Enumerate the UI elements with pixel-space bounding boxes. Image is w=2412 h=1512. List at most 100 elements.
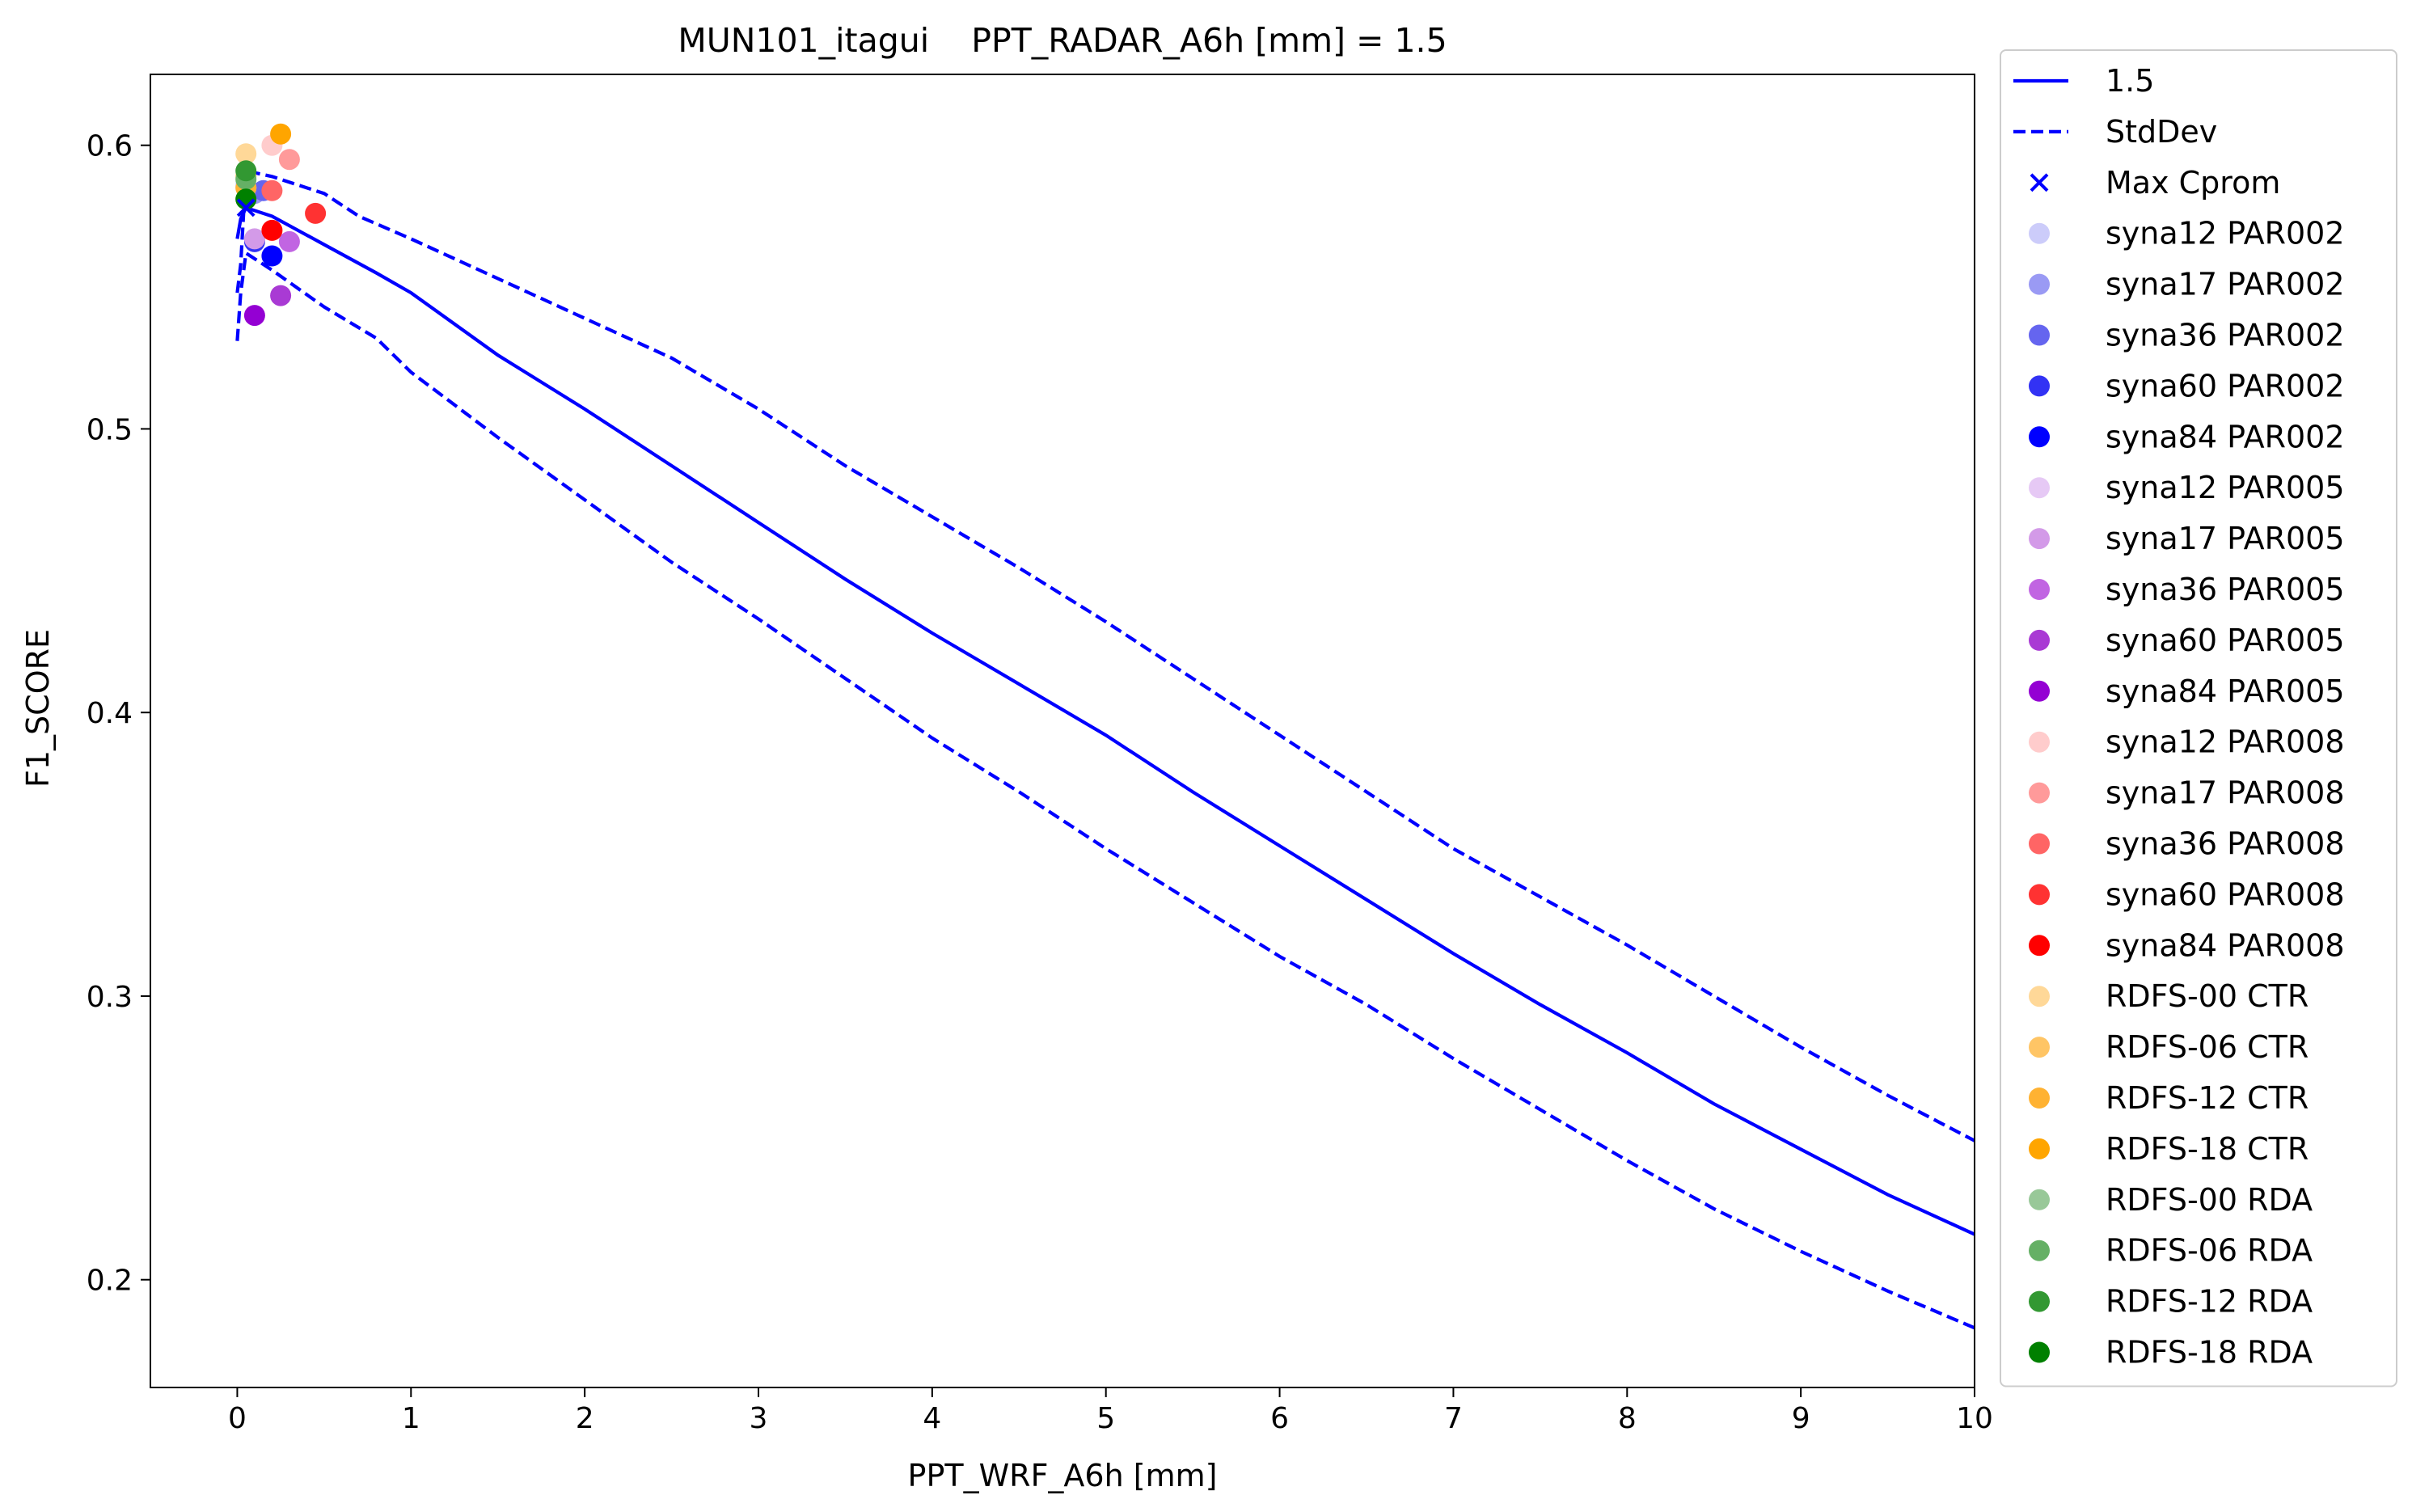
- scatter-point-9: [270, 285, 292, 306]
- legend-label: syna60 PAR002: [2106, 368, 2345, 403]
- x-tick-label: 1: [402, 1402, 420, 1435]
- series-line-stddev-upper: [235, 168, 1975, 1142]
- legend: 1.5 StdDev Max Cprom syna12 PAR002 syna17 PA…: [2000, 49, 2397, 1387]
- series-line-mean: [235, 205, 1975, 1236]
- x-tick-label: 8: [1618, 1402, 1637, 1435]
- legend-label: RDFS-00 RDA: [2106, 1182, 2313, 1218]
- legend-label: syna17 PAR008: [2106, 775, 2345, 811]
- legend-swatch: [2029, 426, 2050, 448]
- chart-title: MUN101_itagui PPT_RADAR_A6h [mm] = 1.5: [678, 21, 1447, 60]
- legend-label: RDFS-06 CTR: [2106, 1029, 2309, 1065]
- x-tick-label: 9: [1792, 1402, 1810, 1435]
- legend-item: syna84 PAR005: [2029, 674, 2345, 709]
- legend-swatch: [2030, 173, 2049, 192]
- legend-label: RDFS-18 RDA: [2106, 1335, 2313, 1371]
- x-axis-ticks: 0 1 2 3 4 5 6 7 8 9 10: [228, 1387, 1993, 1435]
- legend-swatch: [2029, 1138, 2050, 1159]
- x-tick-label: 7: [1444, 1402, 1463, 1435]
- y-tick-label: 0.3: [87, 981, 133, 1014]
- legend-label: syna12 PAR005: [2106, 470, 2345, 505]
- x-tick-label: 0: [228, 1402, 247, 1435]
- scatter-point-13: [261, 179, 283, 201]
- legend-label: RDFS-00 CTR: [2106, 978, 2309, 1014]
- legend-label: syna84 PAR005: [2106, 674, 2345, 709]
- legend-swatch: [2029, 1189, 2050, 1210]
- plot-frame: [150, 74, 1975, 1388]
- legend-item: syna84 PAR008: [2029, 927, 2345, 963]
- scatter-point-7: [243, 228, 265, 250]
- legend-label: syna36 PAR002: [2106, 318, 2345, 353]
- legend-item: syna17 PAR002: [2029, 267, 2345, 302]
- x-tick-label: 6: [1270, 1402, 1289, 1435]
- legend-item: syna17 PAR005: [2029, 521, 2345, 556]
- legend-item: StdDev: [2013, 114, 2217, 150]
- legend-swatch: [2029, 680, 2050, 702]
- y-tick-label: 0.2: [87, 1265, 133, 1298]
- series-line-stddev-lower: [235, 250, 1975, 1330]
- legend-swatch: [2029, 222, 2050, 244]
- legend-item: syna17 PAR008: [2029, 775, 2345, 811]
- legend-label: StdDev: [2106, 114, 2217, 150]
- scatter-point-10: [243, 305, 265, 327]
- scatter-point-19: [270, 123, 292, 145]
- max-cprom-marker: [236, 198, 256, 218]
- legend-label: syna84 PAR002: [2106, 419, 2345, 454]
- legend-item: RDFS-00 CTR: [2029, 978, 2309, 1014]
- x-tick-label: 10: [1956, 1402, 1993, 1435]
- x-axis-label: PPT_WRF_A6h [mm]: [908, 1458, 1218, 1493]
- legend-label: syna84 PAR008: [2106, 927, 2345, 963]
- x-tick-label: 5: [1096, 1402, 1115, 1435]
- legend-label: RDFS-12 CTR: [2106, 1080, 2309, 1116]
- legend-item: syna60 PAR008: [2029, 876, 2345, 912]
- scatter-point-8: [278, 230, 300, 252]
- legend-label: syna36 PAR005: [2106, 572, 2345, 607]
- scatter-point-12: [278, 149, 300, 171]
- legend-item: syna60 PAR005: [2029, 623, 2345, 658]
- legend-label: Max Cprom: [2106, 165, 2280, 201]
- legend-label: syna12 PAR002: [2106, 216, 2345, 251]
- legend-item: RDFS-18 RDA: [2029, 1335, 2313, 1371]
- x-tick-label: 2: [576, 1402, 594, 1435]
- legend-swatch: [2029, 782, 2050, 804]
- marker-layer: [236, 198, 256, 218]
- legend-item: syna84 PAR002: [2029, 419, 2345, 454]
- legend-item: RDFS-12 CTR: [2029, 1080, 2309, 1116]
- scatter-point-14: [305, 202, 327, 224]
- legend-item: syna36 PAR002: [2029, 318, 2345, 353]
- legend-swatch: [2029, 986, 2050, 1007]
- y-tick-label: 0.6: [87, 130, 133, 163]
- legend-item: Max Cprom: [2030, 165, 2280, 201]
- scatter-point-15: [261, 219, 283, 241]
- legend-swatch: [2029, 324, 2050, 346]
- legend-swatch: [2029, 477, 2050, 499]
- y-axis-ticks: 0.2 0.3 0.4 0.5 0.6: [87, 130, 150, 1298]
- legend-item: syna36 PAR005: [2029, 572, 2345, 607]
- legend-swatch: [2029, 833, 2050, 855]
- legend-frame: [2000, 49, 2397, 1387]
- legend-label: syna60 PAR008: [2106, 876, 2345, 912]
- legend-label: syna17 PAR002: [2106, 267, 2345, 302]
- legend-swatch: [2029, 884, 2050, 906]
- series-layer: [235, 168, 1975, 1330]
- legend-swatch: [2029, 629, 2050, 651]
- x-tick-label: 4: [923, 1402, 941, 1435]
- legend-swatch: [2029, 935, 2050, 957]
- legend-swatch: [2029, 528, 2050, 550]
- scatter-point-16: [235, 143, 257, 165]
- y-axis-label: F1_SCORE: [20, 629, 56, 788]
- legend-label: RDFS-12 RDA: [2106, 1284, 2313, 1320]
- scatter-point-5: [261, 245, 283, 267]
- legend-item: syna12 PAR002: [2029, 216, 2345, 251]
- legend-item: RDFS-06 CTR: [2029, 1029, 2309, 1065]
- x-tick-label: 3: [750, 1402, 768, 1435]
- legend-swatch: [2029, 579, 2050, 600]
- legend-item: syna60 PAR002: [2029, 368, 2345, 403]
- legend-label: syna17 PAR005: [2106, 521, 2345, 556]
- legend-label: RDFS-18 CTR: [2106, 1131, 2309, 1167]
- legend-item: syna12 PAR005: [2029, 470, 2345, 505]
- legend-item: RDFS-12 RDA: [2029, 1284, 2313, 1320]
- legend-swatch: [2029, 375, 2050, 397]
- legend-label: RDFS-06 RDA: [2106, 1233, 2313, 1269]
- legend-swatch: [2029, 273, 2050, 295]
